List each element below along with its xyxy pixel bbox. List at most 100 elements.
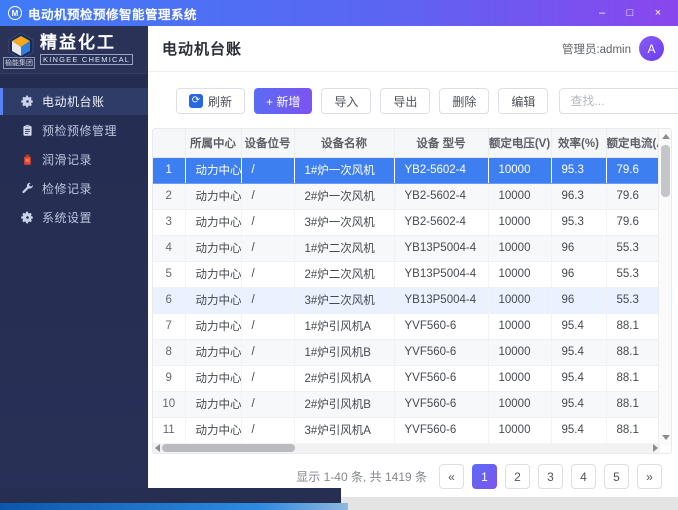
export-button[interactable]: 导出: [380, 88, 431, 114]
import-button[interactable]: 导入: [321, 88, 372, 114]
table-row[interactable]: 3 动力中心/3#炉一次风机 YB2-5602-4 10000 95.3 79.6: [153, 209, 660, 236]
edit-button[interactable]: 编辑: [498, 88, 549, 114]
page-button-2[interactable]: 2: [505, 464, 530, 489]
table-cell: YVF560-6: [394, 417, 489, 444]
background-window-edge: [0, 488, 341, 503]
scroll-right-icon[interactable]: [653, 444, 658, 452]
vertical-scroll-thumb[interactable]: [661, 145, 670, 197]
company-logo-icon: [8, 31, 34, 60]
table-row[interactable]: 9 动力中心/2#炉引风机A YVF560-6 10000 95.4 88.1: [153, 365, 660, 392]
column-header[interactable]: 设备 型号: [394, 129, 489, 158]
table-cell: 95.3: [551, 157, 607, 184]
table-cell: 10000: [488, 339, 552, 366]
table-cell: /: [241, 339, 295, 366]
page-prev-button[interactable]: «: [439, 464, 464, 489]
page-button-5[interactable]: 5: [604, 464, 629, 489]
horizontal-scroll-thumb[interactable]: [162, 444, 295, 452]
table-cell: YB2-5602-4: [394, 183, 489, 210]
table-cell: YB2-5602-4: [394, 157, 489, 184]
table-cell: 2#炉引风机A: [294, 365, 395, 392]
page-title: 电动机台账: [162, 41, 243, 58]
table-row[interactable]: 10 动力中心/2#炉引风机B YVF560-6 10000 95.4 88.1: [153, 391, 660, 418]
sidebar-item-label: 预检预修管理: [42, 124, 118, 138]
table-cell: 95.4: [551, 339, 607, 366]
wrench-icon: [20, 182, 34, 196]
table-cell: /: [241, 235, 295, 262]
page-button-4[interactable]: 4: [571, 464, 596, 489]
table-cell: 96: [551, 287, 607, 314]
table-cell: 动力中心: [185, 365, 242, 392]
table-row[interactable]: 11 动力中心/3#炉引风机A YVF560-6 10000 95.4 88.1: [153, 417, 660, 444]
close-button[interactable]: ×: [654, 7, 662, 19]
scroll-up-icon[interactable]: [662, 134, 670, 139]
app-title: 电动机预检预修智能管理系统: [28, 7, 198, 22]
group-name: 榆能集团: [3, 57, 35, 69]
refresh-icon: ⟳: [189, 94, 203, 108]
table-cell: /: [241, 183, 295, 210]
delete-button[interactable]: 删除: [439, 88, 490, 114]
table-cell: YB2-5602-4: [394, 209, 489, 236]
table-cell: 动力中心: [185, 391, 242, 418]
scroll-left-icon[interactable]: [155, 444, 160, 452]
refresh-button[interactable]: ⟳ 刷新: [176, 88, 246, 114]
table-row[interactable]: 1 动力中心/1#炉一次风机 YB2-5602-4 10000 95.3 79.6: [153, 157, 660, 184]
sidebar-item-label: 电动机台账: [42, 95, 105, 109]
column-header[interactable]: 额定电流(A): [606, 129, 660, 158]
table-row[interactable]: 2 动力中心/2#炉一次风机 YB2-5602-4 10000 96.3 79.6: [153, 183, 660, 210]
app-logo-icon: M: [8, 6, 22, 20]
taskbar-strip: [0, 503, 348, 510]
table-row[interactable]: 4 动力中心/1#炉二次风机 YB13P5004-4 10000 96 55.3: [153, 235, 660, 262]
sidebar-item-inspection-management[interactable]: 预检预修管理: [0, 117, 148, 144]
oil-can-icon: [20, 153, 34, 167]
vertical-scrollbar[interactable]: [658, 129, 671, 445]
table-row[interactable]: 6 动力中心/3#炉二次风机 YB13P5004-4 10000 96 55.3: [153, 287, 660, 314]
table-row[interactable]: 5 动力中心/2#炉二次风机 YB13P5004-4 10000 96 55.3: [153, 261, 660, 288]
table-cell: YVF560-6: [394, 391, 489, 418]
table-cell: /: [241, 365, 295, 392]
table-cell: /: [241, 157, 295, 184]
table-cell: /: [241, 209, 295, 236]
page-button-3[interactable]: 3: [538, 464, 563, 489]
avatar[interactable]: A: [639, 36, 664, 61]
table-cell: 95.4: [551, 417, 607, 444]
table-cell: 88.1: [606, 339, 660, 366]
page-next-button[interactable]: »: [637, 464, 662, 489]
add-button[interactable]: + 新增: [254, 88, 313, 114]
row-number-cell: 2: [153, 183, 186, 210]
table-cell: 10000: [488, 261, 552, 288]
sidebar-item-lubrication-records[interactable]: 润滑记录: [0, 146, 148, 173]
table-cell: 96.3: [551, 183, 607, 210]
row-number-cell: 11: [153, 417, 186, 444]
row-number-cell: 4: [153, 235, 186, 262]
column-header[interactable]: 效率(%): [551, 129, 607, 158]
row-number-cell: 3: [153, 209, 186, 236]
scroll-down-icon[interactable]: [662, 435, 670, 440]
column-header[interactable]: 设备名称: [294, 129, 395, 158]
column-header[interactable]: [153, 129, 186, 158]
table-row[interactable]: 7 动力中心/1#炉引风机A YVF560-6 10000 95.4 88.1: [153, 313, 660, 340]
minimize-button[interactable]: –: [598, 7, 606, 19]
horizontal-scrollbar[interactable]: [153, 443, 660, 453]
table-cell: 55.3: [606, 235, 660, 262]
sidebar-item-maintenance-records[interactable]: 检修记录: [0, 175, 148, 202]
table-cell: /: [241, 417, 295, 444]
column-header[interactable]: 所属中心: [185, 129, 242, 158]
table-cell: 10000: [488, 235, 552, 262]
table-row[interactable]: 8 动力中心/1#炉引风机B YVF560-6 10000 95.4 88.1: [153, 339, 660, 366]
table-cell: YB13P5004-4: [394, 287, 489, 314]
column-header[interactable]: 额定电压(V): [488, 129, 552, 158]
column-header[interactable]: 设备位号: [241, 129, 295, 158]
table-cell: 95.4: [551, 391, 607, 418]
sidebar-item-motor-ledger[interactable]: 电动机台账: [0, 88, 148, 115]
table-cell: 10000: [488, 157, 552, 184]
page-button-1[interactable]: 1: [472, 464, 497, 489]
toolbar: ⟳ 刷新 + 新增 导入 导出 删除 编辑 查找: [176, 88, 678, 114]
sidebar-item-system-settings[interactable]: 系统设置: [0, 204, 148, 231]
row-number-cell: 5: [153, 261, 186, 288]
maximize-button[interactable]: □: [626, 7, 634, 19]
search-input[interactable]: [559, 88, 678, 114]
table-cell: 10000: [488, 183, 552, 210]
sidebar: 精益化工 KINGEE CHEMICAL 榆能集团 电动机台账 预检预修管理 润…: [0, 26, 148, 488]
